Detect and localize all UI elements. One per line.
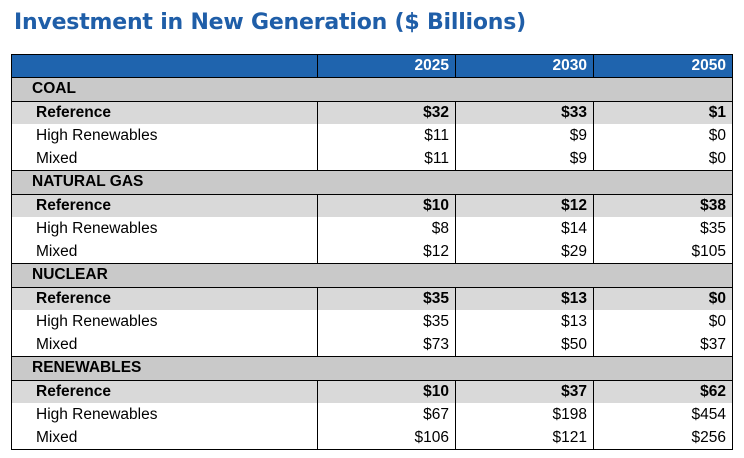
scenario-label: High Renewables [11,217,318,241]
category-label: NATURAL GAS [11,170,733,195]
scenario-label: Reference [11,380,318,404]
value-cell: $256 [593,426,733,451]
category-label: NUCLEAR [11,263,733,288]
value-cell: $9 [455,124,594,148]
scenario-label: Reference [11,194,318,218]
scenario-label: Mixed [11,333,318,358]
value-cell: $198 [455,403,594,427]
value-cell: $50 [455,333,594,358]
value-cell: $454 [593,403,733,427]
table-header-row: 2025 2030 2050 [11,53,733,79]
table-row: High Renewables $35 $13 $0 [11,310,733,334]
value-cell: $12 [455,193,594,218]
header-blank-cell [11,53,318,79]
value-cell: $35 [593,217,733,241]
table-row: Reference $10 $12 $38 [11,193,733,218]
value-cell: $10 [317,193,456,218]
value-cell: $1 [593,100,733,125]
column-header: 2050 [593,53,733,79]
value-cell: $0 [593,310,733,334]
scenario-label: High Renewables [11,403,318,427]
category-label: RENEWABLES [11,356,733,381]
value-cell: $35 [317,310,456,334]
scenario-label: Mixed [11,240,318,265]
scenario-label: Mixed [11,426,318,451]
table-row: Mixed $12 $29 $105 [11,240,733,265]
table-row: Mixed $73 $50 $37 [11,333,733,358]
category-row: NUCLEAR [11,263,733,288]
value-cell: $73 [317,333,456,358]
value-cell: $32 [317,100,456,125]
category-row: NATURAL GAS [11,170,733,195]
value-cell: $62 [593,379,733,404]
value-cell: $0 [593,147,733,172]
table-row: Mixed $106 $121 $256 [11,426,733,451]
value-cell: $37 [593,333,733,358]
table-row: Reference $10 $37 $62 [11,379,733,404]
scenario-label: Reference [11,287,318,311]
table-row: High Renewables $11 $9 $0 [11,124,733,148]
column-header: 2025 [317,53,456,79]
value-cell: $105 [593,240,733,265]
value-cell: $8 [317,217,456,241]
scenario-label: Reference [11,101,318,125]
table-row: High Renewables $67 $198 $454 [11,403,733,427]
value-cell: $11 [317,124,456,148]
category-row: COAL [11,77,733,102]
value-cell: $38 [593,193,733,218]
value-cell: $13 [455,310,594,334]
value-cell: $121 [455,426,594,451]
value-cell: $12 [317,240,456,265]
value-cell: $67 [317,403,456,427]
value-cell: $37 [455,379,594,404]
value-cell: $14 [455,217,594,241]
table-row: Reference $32 $33 $1 [11,100,733,125]
value-cell: $29 [455,240,594,265]
table-row: Reference $35 $13 $0 [11,286,733,311]
value-cell: $9 [455,147,594,172]
page-title: Investment in New Generation ($ Billions… [14,10,527,35]
category-label: COAL [11,77,733,102]
value-cell: $33 [455,100,594,125]
value-cell: $35 [317,286,456,311]
value-cell: $11 [317,147,456,172]
table-row: High Renewables $8 $14 $35 [11,217,733,241]
value-cell: $10 [317,379,456,404]
value-cell: $0 [593,286,733,311]
scenario-label: High Renewables [11,310,318,334]
column-header: 2030 [455,53,594,79]
value-cell: $0 [593,124,733,148]
table-row: Mixed $11 $9 $0 [11,147,733,172]
value-cell: $106 [317,426,456,451]
value-cell: $13 [455,286,594,311]
investment-table: 2025 2030 2050 COAL Reference $32 $33 $1… [11,53,733,451]
scenario-label: High Renewables [11,124,318,148]
category-row: RENEWABLES [11,356,733,381]
scenario-label: Mixed [11,147,318,172]
